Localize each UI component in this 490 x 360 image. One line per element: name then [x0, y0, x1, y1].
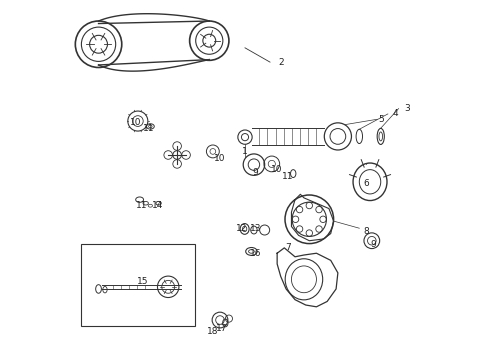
Text: 4: 4 — [392, 109, 398, 118]
Text: 1: 1 — [242, 147, 248, 156]
Text: 10: 10 — [130, 118, 142, 127]
Text: 11: 11 — [136, 201, 147, 210]
Text: 18: 18 — [207, 327, 219, 336]
Text: 14: 14 — [152, 201, 163, 210]
Text: 17: 17 — [216, 324, 227, 333]
Text: 5: 5 — [378, 115, 384, 124]
Text: 10: 10 — [271, 165, 283, 174]
Text: 12: 12 — [236, 224, 247, 233]
Text: 11: 11 — [143, 124, 154, 133]
Text: 6: 6 — [364, 179, 369, 188]
Text: 8: 8 — [364, 227, 369, 236]
Text: 15: 15 — [137, 277, 149, 286]
Text: 7: 7 — [285, 243, 291, 252]
Text: 2: 2 — [278, 58, 284, 67]
Text: 13: 13 — [250, 224, 262, 233]
Text: 11: 11 — [282, 172, 294, 181]
Text: 3: 3 — [405, 104, 411, 113]
Text: 9: 9 — [253, 168, 259, 177]
Text: 16: 16 — [250, 249, 262, 258]
Text: 10: 10 — [214, 154, 226, 163]
Text: 9: 9 — [371, 240, 376, 249]
Bar — [81, 244, 195, 327]
